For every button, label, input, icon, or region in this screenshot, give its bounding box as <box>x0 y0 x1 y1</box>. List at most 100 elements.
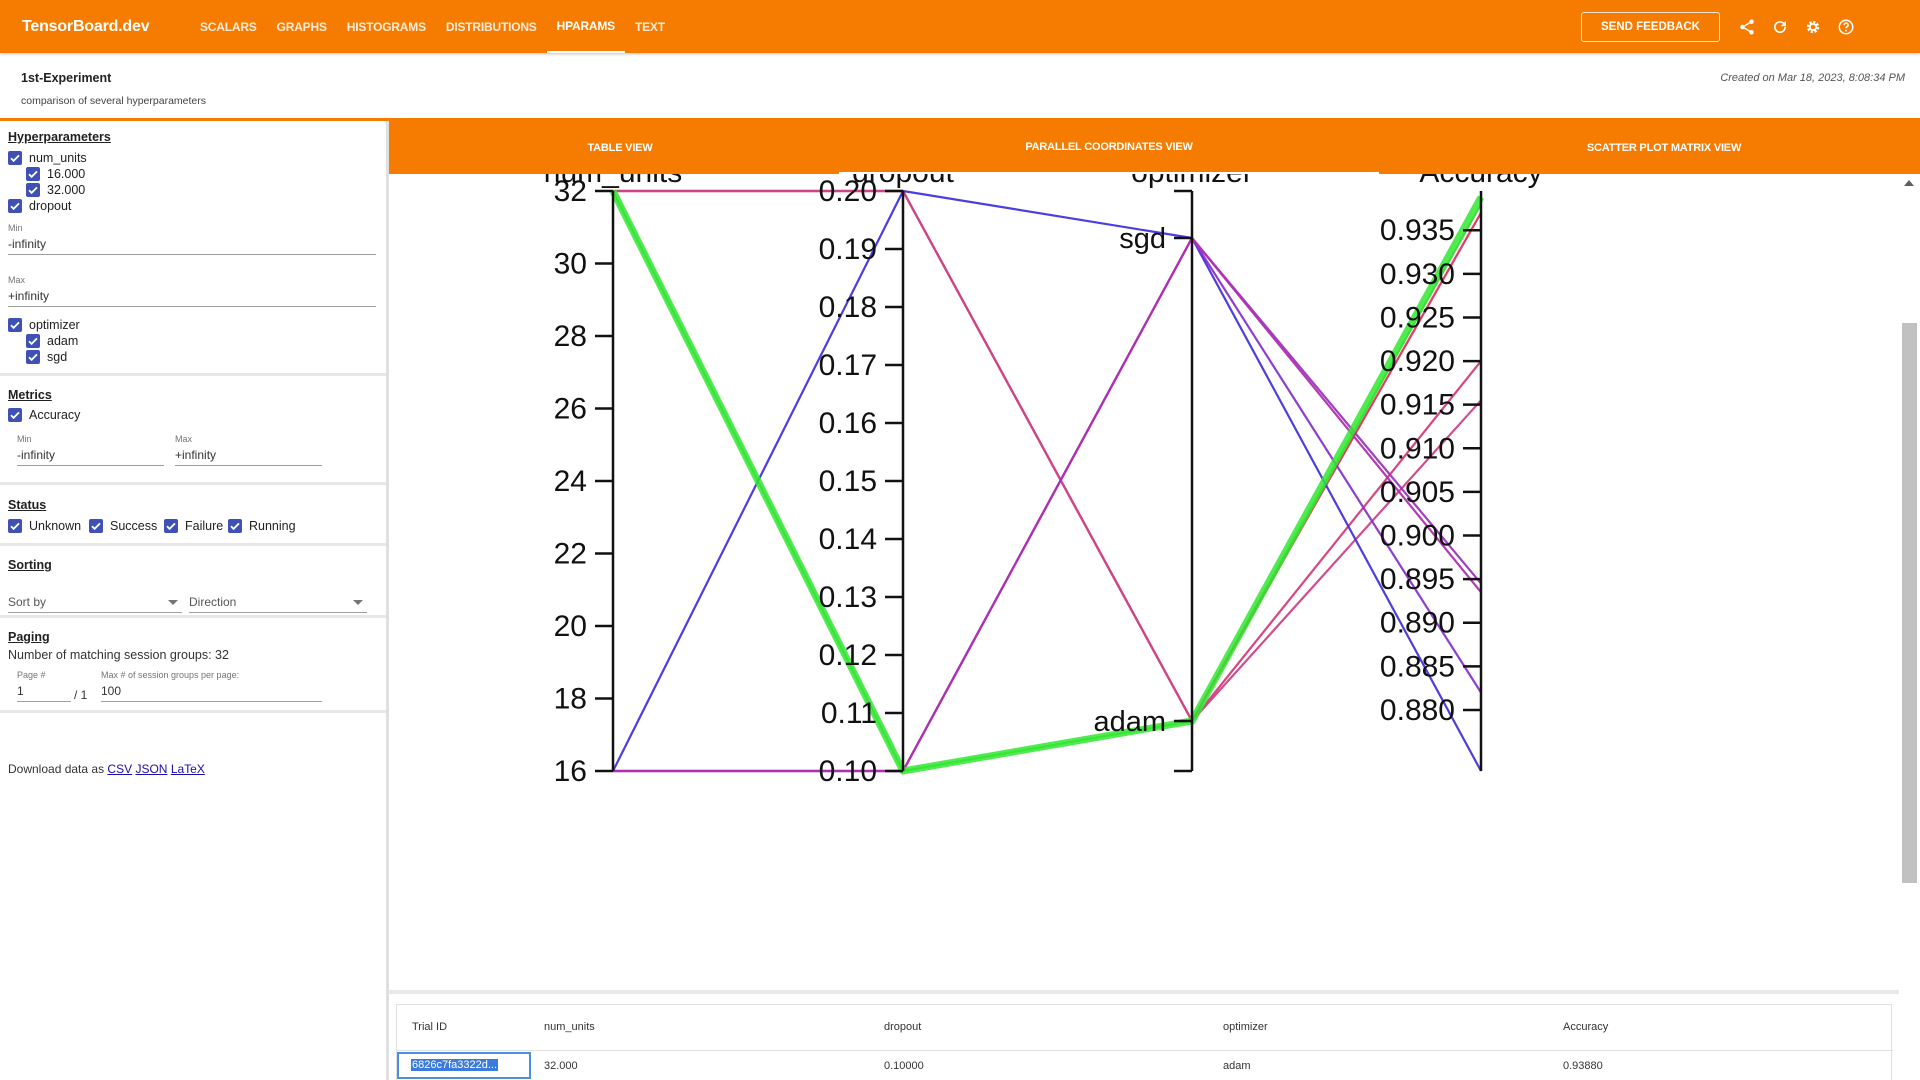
tick-label: 32 <box>554 175 587 208</box>
dropout-min-input[interactable]: -infinity <box>8 233 376 255</box>
checkbox-label: adam <box>47 334 79 348</box>
field-label: Min <box>17 434 32 444</box>
send-feedback-button[interactable]: SEND FEEDBACK <box>1580 11 1720 42</box>
column-header-dropout[interactable]: dropout <box>884 1021 922 1033</box>
checkbox-checked-icon <box>89 519 103 533</box>
dropout-min-field[interactable]: Min -infinity <box>8 223 376 255</box>
brand-title[interactable]: TensorBoard.dev <box>22 17 150 35</box>
tick-label: 0.925 <box>1380 301 1455 334</box>
paging-section: Paging Number of matching session groups… <box>0 621 386 713</box>
tab-histograms[interactable]: HISTOGRAMS <box>346 19 426 34</box>
sort-by-placeholder: Sort by <box>8 595 47 609</box>
download-latex-link[interactable]: LaTeX <box>170 762 205 776</box>
dropout-max-field[interactable]: Max +infinity <box>8 275 376 307</box>
series-line <box>609 189 1485 775</box>
share-icon[interactable] <box>1730 10 1763 43</box>
field-label: Max <box>175 434 193 444</box>
direction-placeholder: Direction <box>189 595 237 609</box>
tab-scalars[interactable]: SCALARS <box>200 19 257 34</box>
status-failure-checkbox[interactable]: Failure <box>164 519 223 533</box>
checkbox-label: num_units <box>29 151 87 165</box>
accuracy-max-field[interactable]: Max +infinity <box>175 434 322 466</box>
dropdown-arrow-icon <box>168 600 178 605</box>
checkbox-label: Unknown <box>29 519 82 533</box>
refresh-icon[interactable] <box>1763 10 1796 43</box>
optimizer-checkbox[interactable]: optimizer <box>8 318 80 332</box>
download-row: Download data as CSV JSON LaTeX <box>8 762 205 776</box>
tab-table-view[interactable]: TABLE VIEW <box>587 141 653 154</box>
checkbox-label: dropout <box>29 199 72 213</box>
tick-label: 16 <box>554 755 587 788</box>
num-units-32-checkbox[interactable]: 32.000 <box>26 183 85 197</box>
download-json-link[interactable]: JSON <box>135 762 168 776</box>
direction-select[interactable]: Direction <box>189 595 367 613</box>
trial-id-cell[interactable]: 6826c7fa3322d... <box>397 1052 531 1079</box>
status-unknown-checkbox[interactable]: Unknown <box>8 519 81 533</box>
page-number-field[interactable]: Page # 1 <box>17 670 71 702</box>
hparams-sidebar: Hyperparameters num_units 16.000 32.000 … <box>0 121 386 1080</box>
tick-label: 0.905 <box>1380 476 1455 509</box>
accuracy-min-input[interactable]: -infinity <box>17 444 164 466</box>
optimizer-sgd-checkbox[interactable]: sgd <box>26 350 67 364</box>
session-table: Trial ID num_units dropout optimizer Acc… <box>396 1004 1893 1080</box>
checkbox-label: 16.000 <box>47 167 86 181</box>
experiment-title: 1st-Experiment <box>21 71 112 85</box>
checkbox-label: sgd <box>47 350 68 364</box>
num-units-checkbox[interactable]: num_units <box>8 151 87 165</box>
tick-label: 0.935 <box>1380 214 1455 247</box>
status-running-checkbox[interactable]: Running <box>228 519 296 533</box>
checkbox-checked-icon <box>26 334 40 348</box>
accuracy-max-input[interactable]: +infinity <box>175 444 322 466</box>
tab-parallel-coordinates-view[interactable]: PARALLEL COORDINATES VIEW <box>839 121 1379 174</box>
nav-tabs: SCALARS GRAPHS HISTOGRAMS DISTRIBUTIONS … <box>190 0 675 53</box>
scrollbar-thumb[interactable] <box>1902 323 1917 883</box>
sort-by-select[interactable]: Sort by <box>8 595 182 613</box>
tab-scatter-plot-matrix-view[interactable]: SCATTER PLOT MATRIX VIEW <box>1586 141 1742 154</box>
tick-label: 0.16 <box>819 407 877 440</box>
page-size-field[interactable]: Max # of session groups per page: 100 <box>101 670 322 702</box>
download-label: Download data as <box>8 762 105 776</box>
checkbox-label: Accuracy <box>29 408 81 422</box>
checkbox-label: 32.000 <box>47 183 86 197</box>
tab-hparams[interactable]: HPARAMS <box>546 0 625 53</box>
sidebar-divider <box>386 121 389 1080</box>
tick-label: 30 <box>554 248 587 281</box>
series-line <box>613 189 1482 723</box>
help-icon[interactable] <box>1829 10 1862 43</box>
settings-icon[interactable] <box>1796 10 1829 43</box>
tick-label: adam <box>1093 706 1166 738</box>
tick-label: sgd <box>1119 223 1166 255</box>
parallel-coordinates-svg: num_units 16 18 20 22 24 26 28 30 32 dropout 0.10 0.… <box>544 174 1543 788</box>
accuracy-min-field[interactable]: Min -infinity <box>17 434 164 466</box>
trial-id-text[interactable]: 6826c7fa3322d... <box>411 1059 499 1071</box>
tick-label: 0.910 <box>1380 432 1455 465</box>
metrics-title: Metrics <box>8 388 52 402</box>
field-label: Max <box>8 275 26 285</box>
dropout-checkbox[interactable]: dropout <box>8 199 71 213</box>
scroll-up-arrow-icon[interactable] <box>1904 180 1914 186</box>
axis-title: optimizer <box>1131 174 1253 189</box>
checkbox-checked-icon <box>8 199 22 213</box>
accuracy-checkbox[interactable]: Accuracy <box>8 408 80 422</box>
matching-count-text: Number of matching session groups: 32 <box>8 648 229 662</box>
axis-title: Accuracy <box>1419 174 1542 189</box>
page-number-input[interactable]: 1 <box>17 680 71 702</box>
tab-graphs[interactable]: GRAPHS <box>276 19 327 34</box>
tick-label: 24 <box>554 465 587 498</box>
experiment-header: 1st-Experiment comparison of several hyp… <box>0 53 1920 121</box>
tick-label: 28 <box>554 320 587 353</box>
column-header-accuracy[interactable]: Accuracy <box>1563 1021 1609 1033</box>
download-csv-link[interactable]: CSV <box>107 762 133 776</box>
optimizer-adam-checkbox[interactable]: adam <box>26 334 78 348</box>
column-header-trial-id[interactable]: Trial ID <box>412 1021 448 1033</box>
tab-distributions[interactable]: DISTRIBUTIONS <box>445 19 537 34</box>
status-success-checkbox[interactable]: Success <box>89 519 157 533</box>
dropout-max-input[interactable]: +infinity <box>8 285 376 307</box>
checkbox-checked-icon <box>164 519 178 533</box>
page-size-input[interactable]: 100 <box>101 680 322 702</box>
column-header-num-units[interactable]: num_units <box>544 1021 595 1033</box>
column-header-optimizer[interactable]: optimizer <box>1223 1021 1268 1033</box>
tab-text[interactable]: TEXT <box>635 19 665 34</box>
tick-label: 0.900 <box>1380 520 1455 553</box>
num-units-16-checkbox[interactable]: 16.000 <box>26 167 85 181</box>
